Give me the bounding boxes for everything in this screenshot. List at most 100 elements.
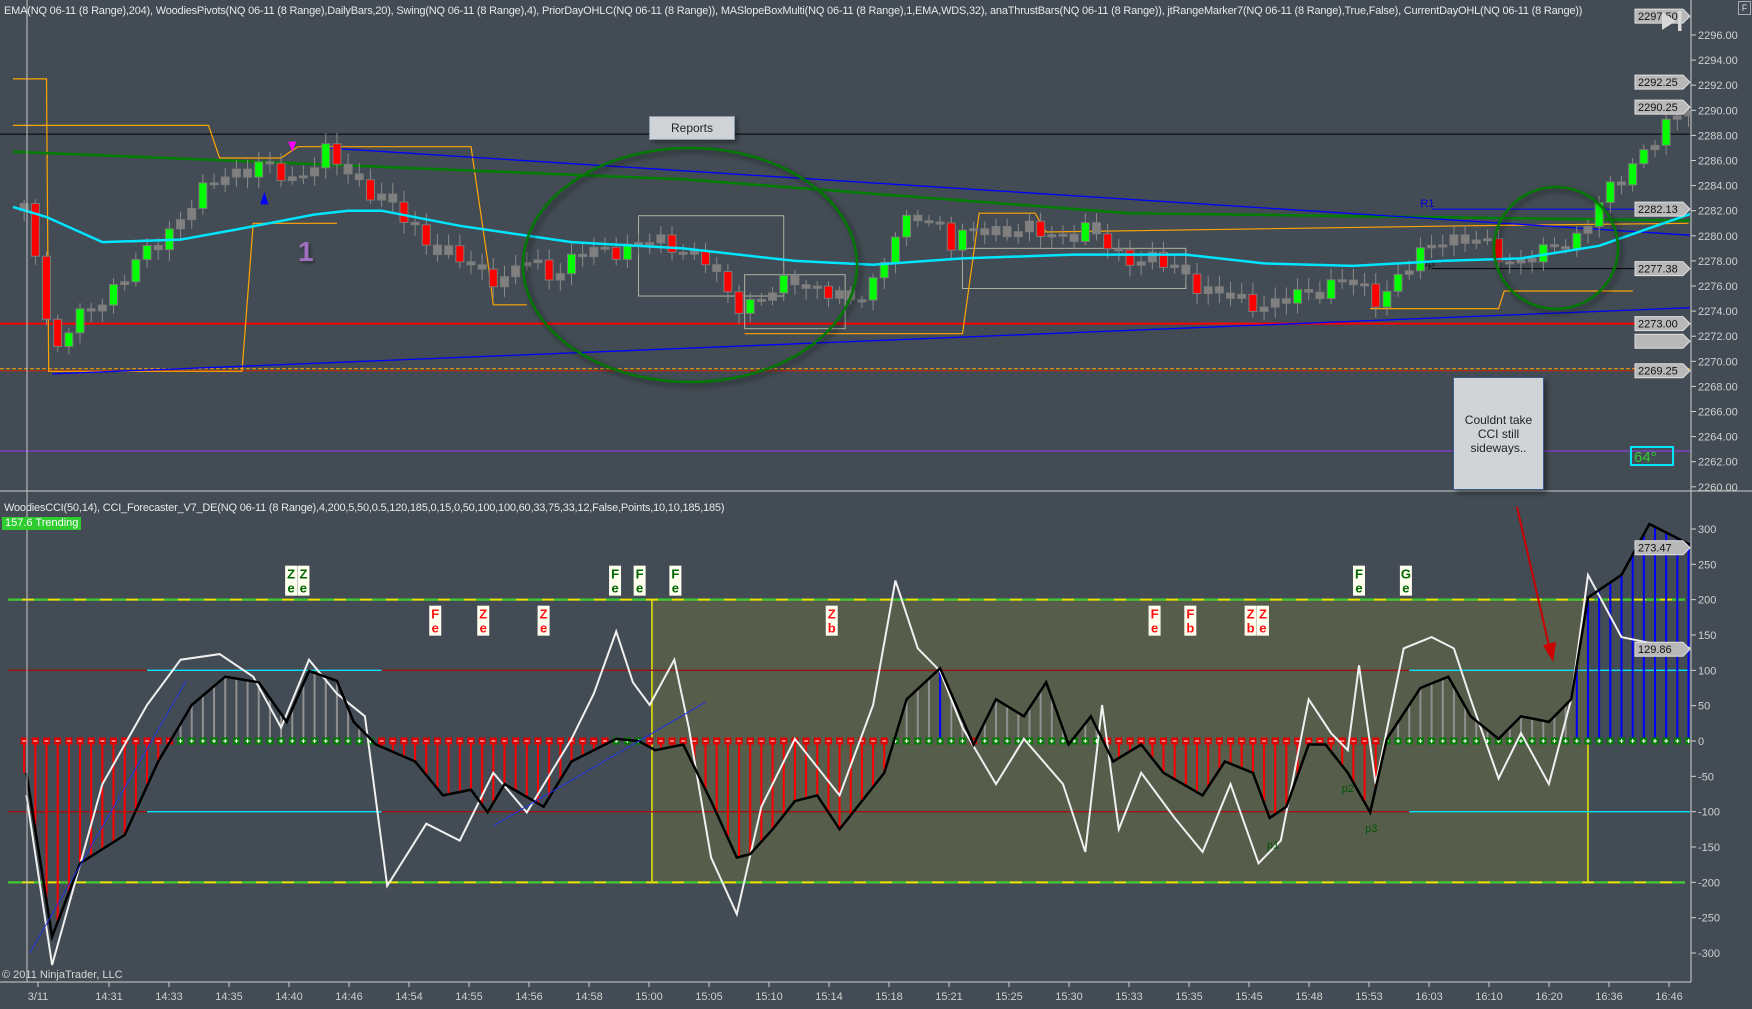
candle[interactable] — [1505, 261, 1515, 265]
candle[interactable] — [109, 284, 119, 306]
candle[interactable] — [879, 261, 889, 279]
candle[interactable] — [1047, 234, 1057, 238]
candle[interactable] — [1471, 239, 1481, 244]
candle[interactable] — [1259, 306, 1269, 312]
candle[interactable] — [946, 222, 956, 251]
candle[interactable] — [198, 182, 208, 209]
candle[interactable] — [1348, 279, 1358, 286]
candle[interactable] — [1248, 293, 1258, 312]
candle[interactable] — [444, 245, 454, 256]
candle[interactable] — [1159, 251, 1169, 268]
candle[interactable] — [600, 246, 610, 250]
candle[interactable] — [578, 253, 588, 258]
candle[interactable] — [1404, 270, 1414, 275]
candle[interactable] — [421, 224, 431, 246]
candle[interactable] — [857, 299, 867, 303]
candle[interactable] — [667, 234, 677, 253]
reports-button[interactable]: Reports — [649, 116, 735, 140]
candle[interactable] — [499, 276, 509, 288]
candle[interactable] — [1561, 246, 1571, 250]
candle[interactable] — [768, 292, 778, 301]
candle[interactable] — [1628, 163, 1638, 186]
candle[interactable] — [432, 244, 442, 256]
candle[interactable] — [790, 274, 800, 286]
candle[interactable] — [1360, 283, 1370, 287]
candle[interactable] — [1013, 231, 1023, 238]
candle[interactable] — [511, 265, 521, 278]
candle[interactable] — [533, 259, 543, 264]
candle[interactable] — [924, 220, 934, 224]
candle[interactable] — [377, 193, 387, 201]
candle[interactable] — [823, 285, 833, 299]
candle[interactable] — [1103, 233, 1113, 250]
candle[interactable] — [1661, 118, 1671, 146]
candle[interactable] — [455, 245, 465, 263]
candle[interactable] — [1337, 279, 1347, 283]
candle[interactable] — [1605, 181, 1615, 203]
candle[interactable] — [1527, 257, 1537, 263]
candle[interactable] — [1326, 279, 1336, 300]
candle[interactable] — [153, 245, 163, 251]
candle[interactable] — [343, 163, 353, 175]
candle[interactable] — [756, 298, 766, 302]
candle[interactable] — [1281, 298, 1291, 304]
candle[interactable] — [1080, 222, 1090, 242]
candle[interactable] — [1002, 225, 1012, 238]
candle[interactable] — [1214, 286, 1224, 294]
candle[interactable] — [1415, 247, 1425, 272]
candle[interactable] — [745, 298, 755, 314]
candle[interactable] — [634, 242, 644, 246]
candle[interactable] — [64, 332, 74, 347]
candle[interactable] — [567, 253, 576, 275]
candle[interactable] — [1136, 261, 1146, 266]
candle[interactable] — [97, 304, 107, 312]
candle[interactable] — [1315, 291, 1325, 300]
candle[interactable] — [86, 308, 96, 312]
candle[interactable] — [42, 255, 52, 320]
candle[interactable] — [466, 261, 476, 266]
candle[interactable] — [75, 308, 85, 334]
candle[interactable] — [399, 201, 409, 223]
candle[interactable] — [354, 173, 364, 181]
candle[interactable] — [365, 179, 375, 201]
candle[interactable] — [187, 207, 197, 221]
candle[interactable] — [1226, 292, 1236, 299]
candle[interactable] — [310, 167, 320, 177]
candle[interactable] — [734, 291, 744, 314]
candle[interactable] — [812, 285, 822, 289]
candle[interactable] — [176, 219, 186, 230]
candle[interactable] — [555, 273, 565, 281]
candle[interactable] — [1438, 244, 1448, 248]
candle[interactable] — [1270, 298, 1280, 308]
candle[interactable] — [1449, 234, 1459, 246]
candle[interactable] — [243, 168, 253, 178]
candle[interactable] — [957, 229, 967, 251]
note-annotation[interactable]: Couldnt take CCI still sideways.. — [1453, 377, 1544, 490]
candle[interactable] — [902, 214, 912, 238]
candle[interactable] — [1572, 232, 1582, 250]
highlight-ellipse[interactable] — [521, 146, 859, 384]
candle[interactable] — [276, 162, 286, 182]
candle[interactable] — [589, 247, 599, 258]
candle[interactable] — [1650, 144, 1660, 151]
candle[interactable] — [980, 228, 990, 236]
candle[interactable] — [712, 264, 722, 273]
candle[interactable] — [1393, 273, 1403, 292]
f-button[interactable]: F — [1738, 1, 1751, 15]
candle[interactable] — [1058, 233, 1068, 237]
candle[interactable] — [477, 264, 487, 270]
candle[interactable] — [611, 246, 621, 260]
candle[interactable] — [991, 225, 1001, 236]
candle[interactable] — [1583, 225, 1593, 234]
candle[interactable] — [220, 176, 230, 186]
candle[interactable] — [1091, 222, 1101, 235]
candle[interactable] — [53, 318, 63, 347]
candle[interactable] — [1147, 251, 1157, 263]
candle[interactable] — [265, 161, 275, 165]
candle[interactable] — [131, 259, 141, 283]
candle[interactable] — [835, 290, 845, 299]
candle[interactable] — [1304, 289, 1314, 293]
candle[interactable] — [388, 193, 398, 203]
candle[interactable] — [332, 143, 342, 165]
